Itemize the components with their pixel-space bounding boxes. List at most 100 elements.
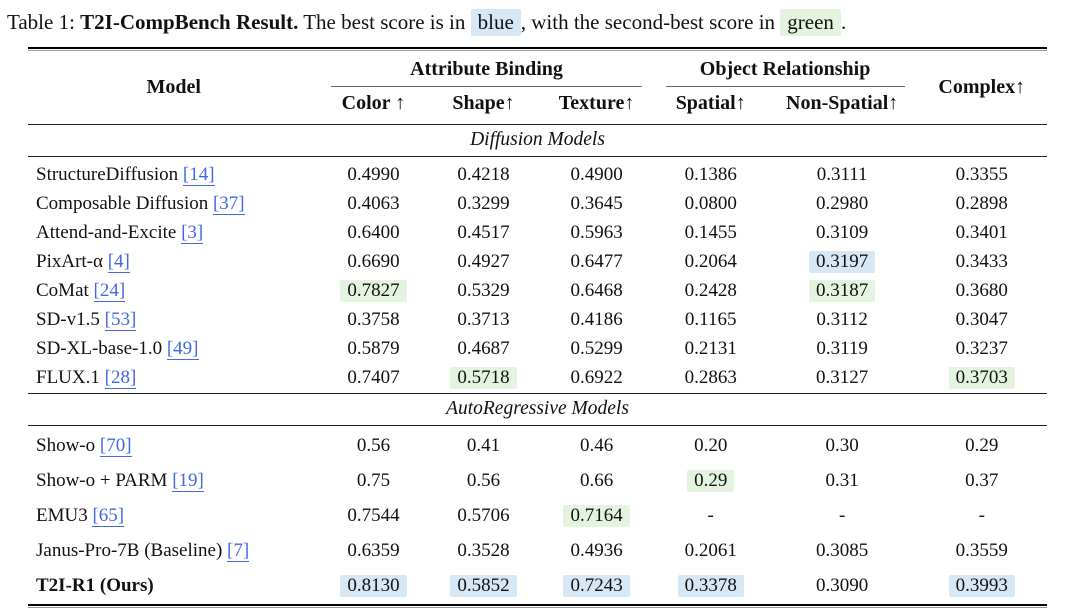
section-header-row: Diffusion Models — [28, 124, 1047, 157]
best-score-chip: 0.3197 — [809, 251, 876, 273]
score-value: 0.3111 — [816, 164, 868, 185]
score-value: 0.29 — [965, 435, 999, 456]
score-value: 0.3112 — [816, 309, 868, 330]
table-body: Diffusion Models StructureDiffusion [14] 0… — [28, 124, 1047, 605]
score-cell: 0.29 — [654, 464, 768, 499]
citation-link[interactable]: [7] — [227, 540, 250, 562]
caption-blue-chip: blue — [470, 9, 521, 36]
score-value: 0.3528 — [457, 540, 510, 561]
caption-text-1: The best score is in — [303, 10, 466, 34]
score-value: 0.6690 — [347, 251, 400, 272]
score-value: 0.75 — [356, 470, 391, 491]
model-name-cell: StructureDiffusion [14] — [28, 157, 319, 191]
score-cell: 0.8130 — [319, 569, 427, 604]
score-value: 0.46 — [579, 435, 614, 456]
score-cell: 0.6468 — [540, 277, 654, 306]
citation-link[interactable]: [28] — [104, 367, 137, 389]
score-value: 0.3299 — [457, 193, 510, 214]
score-cell: - — [917, 499, 1047, 534]
score-cell: 0.4927 — [427, 248, 539, 277]
table-row: FLUX.1 [28] 0.7407 0.5718 0.6922 0.2863 0.312… — [28, 364, 1047, 394]
score-value: 0.2980 — [816, 193, 869, 214]
score-value: 0.1455 — [684, 222, 737, 243]
score-cell: 0.3433 — [917, 248, 1047, 277]
score-value: 0.20 — [694, 435, 728, 456]
second-best-score-chip: 0.3703 — [948, 367, 1015, 389]
model-name-cell: Show-o + PARM [19] — [28, 464, 319, 499]
model-name: T2I-R1 (Ours) — [36, 575, 154, 596]
score-value: - — [838, 505, 846, 526]
model-name: SD-XL-base-1.0 — [36, 338, 163, 359]
citation-link[interactable]: [24] — [93, 280, 126, 302]
score-value: 0.5299 — [570, 338, 623, 359]
score-cell: 0.3680 — [917, 277, 1047, 306]
citation-link[interactable]: [19] — [172, 470, 204, 492]
score-cell: 0.3401 — [917, 219, 1047, 248]
citation-link[interactable]: [14] — [182, 164, 215, 186]
score-cell: 0.7544 — [319, 499, 427, 534]
table-row: SD-v1.5 [53] 0.3758 0.3713 0.4186 0.1165 0.31… — [28, 306, 1047, 335]
score-cell: - — [654, 499, 768, 534]
score-cell: 0.29 — [917, 426, 1047, 465]
score-cell: 0.3703 — [917, 364, 1047, 394]
score-cell: 0.3119 — [768, 335, 917, 364]
score-value: 0.3645 — [570, 193, 623, 214]
score-cell: 0.3109 — [768, 219, 917, 248]
score-value: 0.3119 — [816, 338, 868, 359]
score-cell: 0.4990 — [319, 157, 427, 191]
model-name-cell: FLUX.1 [28] — [28, 364, 319, 394]
score-cell: 0.2061 — [654, 534, 768, 569]
citation-link[interactable]: [49] — [166, 338, 199, 360]
citation-link[interactable]: [70] — [99, 435, 132, 457]
score-cell: 0.30 — [768, 426, 917, 465]
score-value: - — [978, 505, 985, 526]
table-row: StructureDiffusion [14] 0.4990 0.4218 0.490… — [28, 157, 1047, 191]
caption-label: Table 1: — [7, 10, 75, 34]
model-name-cell: Composable Diffusion [37] — [28, 190, 319, 219]
score-value: 0.4517 — [457, 222, 510, 243]
score-value: 0.0800 — [684, 193, 737, 214]
citation-link[interactable]: [65] — [92, 505, 125, 527]
score-cell: 0.7243 — [540, 569, 654, 604]
score-cell: 0.3645 — [540, 190, 654, 219]
citation-link[interactable]: [37] — [212, 193, 245, 215]
column-header-spatial: Spatial↑ — [675, 92, 746, 114]
score-cell: 0.5299 — [540, 335, 654, 364]
column-header-texture: Texture↑ — [558, 92, 635, 114]
model-name-cell: Show-o [70] — [28, 426, 319, 465]
score-cell: 0.6359 — [319, 534, 427, 569]
score-cell: 0.2980 — [768, 190, 917, 219]
caption-green-chip: green — [780, 9, 841, 36]
model-name-cell: T2I-R1 (Ours) — [28, 569, 319, 604]
score-cell: 0.41 — [427, 426, 539, 465]
model-name-cell: Janus-Pro-7B (Baseline) [7] — [28, 534, 319, 569]
score-cell: 0.2863 — [654, 364, 768, 394]
score-cell: 0.5879 — [319, 335, 427, 364]
model-name-cell: EMU3 [65] — [28, 499, 319, 534]
score-cell: 0.3559 — [917, 534, 1047, 569]
score-value: 0.4218 — [457, 164, 510, 185]
score-cell: 0.4687 — [427, 335, 539, 364]
score-cell: 0.5329 — [427, 277, 539, 306]
second-best-score-chip: 0.5718 — [450, 367, 517, 389]
score-cell: 0.3085 — [768, 534, 917, 569]
score-cell: 0.4218 — [427, 157, 539, 191]
table-row: Show-o [70] 0.56 0.41 0.46 0.20 0.30 0.29 — [28, 426, 1047, 465]
score-value: 0.5706 — [457, 505, 510, 526]
second-best-score-chip: 0.29 — [687, 470, 735, 492]
table-caption: Table 1: T2I-CompBench Result. The best … — [0, 0, 1080, 36]
score-cell: 0.6690 — [319, 248, 427, 277]
score-cell: 0.3758 — [319, 306, 427, 335]
score-value: 0.4990 — [347, 164, 400, 185]
model-name: CoMat — [36, 280, 89, 301]
model-name: Janus-Pro-7B (Baseline) — [36, 540, 223, 561]
table-row: Attend-and-Excite [3] 0.6400 0.4517 0.5963 0… — [28, 219, 1047, 248]
score-value: 0.3401 — [955, 222, 1008, 243]
score-cell: 0.6400 — [319, 219, 427, 248]
citation-link[interactable]: [3] — [181, 222, 204, 244]
citation-link[interactable]: [53] — [104, 309, 137, 331]
citation-link[interactable]: [4] — [107, 251, 130, 273]
column-header-shape: Shape↑ — [452, 92, 515, 114]
table-row: PixArt-α [4] 0.6690 0.4927 0.6477 0.2064 0.31… — [28, 248, 1047, 277]
score-cell: 0.3112 — [768, 306, 917, 335]
